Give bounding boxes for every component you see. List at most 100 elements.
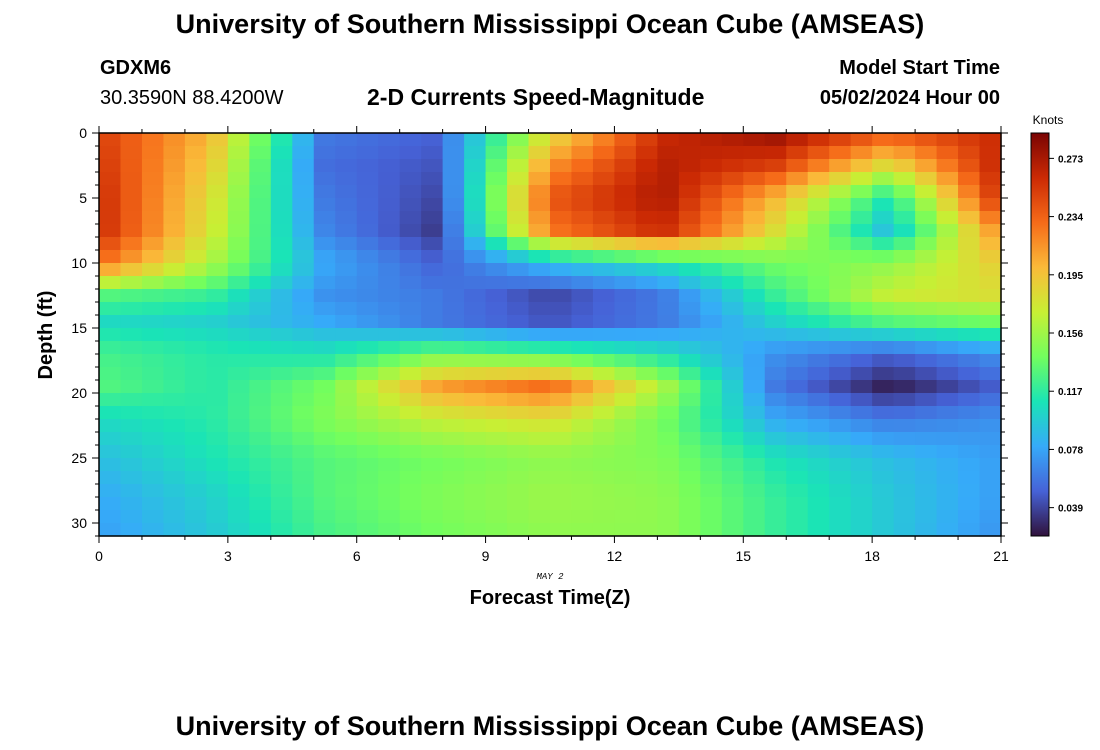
heatmap-cell [442, 419, 465, 433]
heatmap-cell [292, 497, 315, 511]
heatmap-cell [721, 172, 744, 186]
heatmap-cell [507, 237, 530, 251]
heatmap-cell [657, 380, 680, 394]
heatmap-cell [120, 510, 143, 524]
heatmap-cell [99, 224, 122, 238]
heatmap-cell [163, 510, 186, 524]
heatmap-cell [120, 367, 143, 381]
heatmap-cell [893, 276, 916, 290]
heatmap-cell [893, 263, 916, 277]
heatmap-cell [399, 185, 422, 199]
heatmap-cell [313, 341, 336, 355]
heatmap-cell [141, 497, 165, 511]
heatmap-cell [206, 393, 229, 407]
heatmap-cell [958, 484, 981, 498]
heatmap-cell [678, 458, 701, 472]
heatmap-cell [657, 133, 680, 147]
heatmap-cell [850, 406, 873, 420]
heatmap-cell [163, 380, 186, 394]
heatmap-cell [227, 406, 250, 420]
heatmap-cell [786, 341, 809, 355]
heatmap-cell [356, 237, 379, 251]
heatmap-cell [163, 341, 186, 355]
heatmap-cell [249, 315, 272, 329]
heatmap-cell [915, 471, 938, 485]
heatmap-cell [399, 237, 422, 251]
heatmap-cell [292, 315, 315, 329]
heatmap-cell [550, 224, 573, 238]
heatmap-cell [270, 289, 293, 303]
heatmap-cell [184, 198, 207, 212]
heatmap-cell [979, 419, 1002, 433]
heatmap-cell [507, 276, 530, 290]
heatmap-cell [227, 354, 250, 368]
heatmap-cell [829, 224, 852, 238]
heatmap-cell [635, 289, 658, 303]
model-start-value: 05/02/2024 Hour 00 [819, 87, 1000, 109]
heatmap-cell [592, 133, 616, 147]
heatmap-cell [421, 276, 444, 290]
heatmap-cell [635, 419, 658, 433]
heatmap-cell [163, 484, 186, 498]
heatmap-cell [550, 159, 573, 173]
heatmap-cell [399, 380, 422, 394]
heatmap-cell [807, 484, 830, 498]
heatmap-cell [614, 328, 637, 342]
heatmap-cell [807, 302, 830, 316]
heatmap-cell [721, 432, 744, 446]
heatmap-cell [786, 263, 809, 277]
heatmap-cell [120, 419, 143, 433]
heatmap-cell [678, 523, 701, 537]
heatmap-cell [141, 133, 165, 147]
heatmap-cell [227, 172, 250, 186]
heatmap-cell [335, 445, 358, 459]
heatmap-cell [850, 159, 873, 173]
heatmap-cell [528, 211, 551, 225]
heatmap-cell [614, 276, 637, 290]
heatmap-cell [550, 133, 573, 147]
x-tick-label: 6 [353, 548, 361, 564]
heatmap-cell [399, 523, 422, 537]
heatmap-cell [270, 341, 293, 355]
heatmap-cell [141, 341, 165, 355]
heatmap-cell [807, 172, 830, 186]
heatmap-cell [141, 172, 165, 186]
heatmap-cell [571, 523, 594, 537]
heatmap-cell [958, 263, 981, 277]
heatmap-cell [958, 458, 981, 472]
heatmap-cell [614, 354, 637, 368]
heatmap-cell [850, 315, 873, 329]
heatmap-cell [614, 458, 637, 472]
heatmap-cell [979, 380, 1002, 394]
heatmap-cell [678, 211, 701, 225]
heatmap-cell [893, 419, 916, 433]
heatmap-cell [206, 341, 229, 355]
heatmap-cell [227, 315, 250, 329]
heatmap-cell [206, 185, 229, 199]
heatmap-cell [464, 471, 487, 485]
heatmap-cell [958, 471, 981, 485]
heatmap-cell [184, 367, 207, 381]
heatmap-cell [721, 471, 744, 485]
heatmap-cell [979, 471, 1002, 485]
heatmap-cell [99, 276, 122, 290]
heatmap-cell [807, 406, 830, 420]
heatmap-cell [464, 315, 487, 329]
heatmap-cell [936, 276, 959, 290]
heatmap-cell [399, 315, 422, 329]
heatmap-cell [721, 510, 744, 524]
heatmap-cell [378, 172, 401, 186]
heatmap-cell [592, 510, 616, 524]
heatmap-cell [99, 341, 122, 355]
heatmap-cell [378, 159, 401, 173]
heatmap-cell [206, 419, 229, 433]
heatmap-cell [270, 367, 293, 381]
heatmap-cell [528, 315, 551, 329]
heatmap-cell [743, 406, 766, 420]
heatmap-cell [893, 341, 916, 355]
heatmap-cell [464, 367, 487, 381]
heatmap-cell [872, 406, 895, 420]
heatmap-cell [635, 432, 658, 446]
heatmap-cell [464, 354, 487, 368]
heatmap-cell [635, 146, 658, 160]
